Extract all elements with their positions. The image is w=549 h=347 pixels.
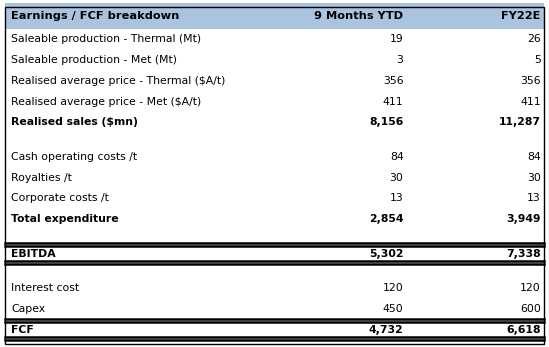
Text: Royalties /t: Royalties /t xyxy=(11,172,72,183)
Text: 11,287: 11,287 xyxy=(498,117,541,127)
Text: 411: 411 xyxy=(383,96,404,107)
Text: Total expenditure: Total expenditure xyxy=(11,214,119,224)
Text: 3: 3 xyxy=(396,55,404,65)
Text: 8,156: 8,156 xyxy=(369,117,404,127)
Text: 26: 26 xyxy=(527,34,541,44)
Text: 84: 84 xyxy=(527,152,541,162)
Text: Corporate costs /t: Corporate costs /t xyxy=(11,193,109,203)
Text: 356: 356 xyxy=(383,76,404,86)
Text: EBITDA: EBITDA xyxy=(11,248,55,259)
Text: 84: 84 xyxy=(390,152,404,162)
FancyBboxPatch shape xyxy=(5,3,544,28)
Text: Earnings / FCF breakdown: Earnings / FCF breakdown xyxy=(11,11,180,21)
Text: Saleable production - Thermal (Mt): Saleable production - Thermal (Mt) xyxy=(11,34,201,44)
Text: 450: 450 xyxy=(383,304,404,314)
Text: FCF: FCF xyxy=(11,325,33,335)
Text: Realised sales ($mn): Realised sales ($mn) xyxy=(11,117,138,127)
Text: 19: 19 xyxy=(390,34,404,44)
Text: 120: 120 xyxy=(520,283,541,293)
Text: 411: 411 xyxy=(520,96,541,107)
Text: 30: 30 xyxy=(527,172,541,183)
Text: 13: 13 xyxy=(390,193,404,203)
Text: 120: 120 xyxy=(383,283,404,293)
Text: FY22E: FY22E xyxy=(501,11,541,21)
Text: 5,302: 5,302 xyxy=(369,248,404,259)
Text: 13: 13 xyxy=(527,193,541,203)
Text: 5: 5 xyxy=(534,55,541,65)
Text: 3,949: 3,949 xyxy=(506,214,541,224)
Text: 600: 600 xyxy=(520,304,541,314)
Text: Cash operating costs /t: Cash operating costs /t xyxy=(11,152,137,162)
Text: 2,854: 2,854 xyxy=(369,214,404,224)
Text: 9 Months YTD: 9 Months YTD xyxy=(315,11,404,21)
Text: 30: 30 xyxy=(390,172,404,183)
Text: 7,338: 7,338 xyxy=(506,248,541,259)
Text: Realised average price - Met ($A/t): Realised average price - Met ($A/t) xyxy=(11,96,201,107)
Text: 6,618: 6,618 xyxy=(506,325,541,335)
Text: 356: 356 xyxy=(520,76,541,86)
Text: Capex: Capex xyxy=(11,304,45,314)
Text: Interest cost: Interest cost xyxy=(11,283,79,293)
Text: Realised average price - Thermal ($A/t): Realised average price - Thermal ($A/t) xyxy=(11,76,225,86)
Text: 4,732: 4,732 xyxy=(369,325,404,335)
Text: Saleable production - Met (Mt): Saleable production - Met (Mt) xyxy=(11,55,177,65)
